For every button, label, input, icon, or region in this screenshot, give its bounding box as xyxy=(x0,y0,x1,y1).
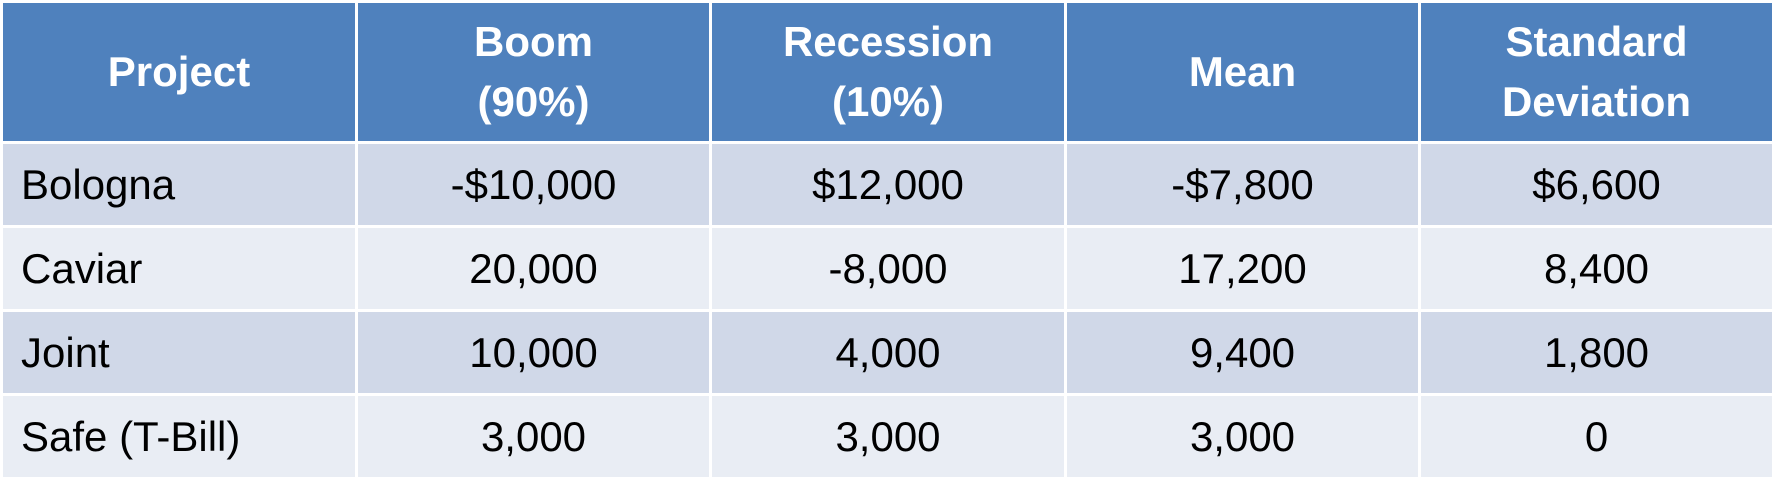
table-header-row: Project Boom (90%) Recession (10%) Mean … xyxy=(0,0,1772,144)
header-mean: Mean xyxy=(1064,0,1421,144)
header-std-dev: Standard Deviation xyxy=(1418,0,1772,144)
header-boom-probability: (90%) xyxy=(477,78,590,125)
cell-boom: 10,000 xyxy=(355,309,712,396)
cell-boom: -$10,000 xyxy=(355,141,712,228)
cell-recession: 4,000 xyxy=(709,309,1067,396)
cell-std-dev: 1,800 xyxy=(1418,309,1772,396)
header-std-dev-line2: Deviation xyxy=(1501,78,1692,125)
table-row-bologna: Bologna -$10,000 $12,000 -$7,800 $6,600 xyxy=(0,141,1772,228)
cell-std-dev: 8,400 xyxy=(1418,225,1772,312)
cell-mean: 3,000 xyxy=(1064,393,1421,480)
cell-boom: 3,000 xyxy=(355,393,712,480)
cell-project: Bologna xyxy=(0,141,358,228)
cell-project: Joint xyxy=(0,309,358,396)
header-recession: Recession (10%) xyxy=(709,0,1067,144)
header-recession-probability: (10%) xyxy=(831,78,945,125)
header-project-label: Project xyxy=(107,48,251,95)
header-boom: Boom (90%) xyxy=(355,0,712,144)
cell-project: Safe (T-Bill) xyxy=(0,393,358,480)
header-boom-label: Boom xyxy=(474,18,593,65)
cell-recession: -8,000 xyxy=(709,225,1067,312)
cell-recession: 3,000 xyxy=(709,393,1067,480)
cell-std-dev: 0 xyxy=(1418,393,1772,480)
cell-mean: -$7,800 xyxy=(1064,141,1421,228)
cell-mean: 9,400 xyxy=(1064,309,1421,396)
cell-recession: $12,000 xyxy=(709,141,1067,228)
cell-boom: 20,000 xyxy=(355,225,712,312)
cell-mean: 17,200 xyxy=(1064,225,1421,312)
table-row-joint: Joint 10,000 4,000 9,400 1,800 xyxy=(0,309,1772,396)
header-mean-label: Mean xyxy=(1188,48,1297,95)
header-recession-label: Recession xyxy=(782,18,994,65)
header-std-dev-line1: Standard xyxy=(1505,18,1688,65)
table-row-safe-t-bill: Safe (T-Bill) 3,000 3,000 3,000 0 xyxy=(0,393,1772,480)
cell-std-dev: $6,600 xyxy=(1418,141,1772,228)
table-row-caviar: Caviar 20,000 -8,000 17,200 8,400 xyxy=(0,225,1772,312)
header-project: Project xyxy=(0,0,358,144)
cell-project: Caviar xyxy=(0,225,358,312)
